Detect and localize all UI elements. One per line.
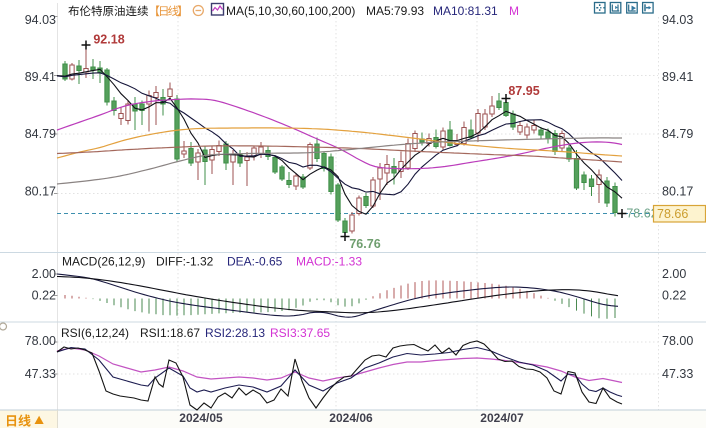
svg-text:78.00: 78.00 <box>25 334 56 348</box>
svg-text:0.22: 0.22 <box>662 289 686 303</box>
svg-text:89.41: 89.41 <box>662 70 693 84</box>
svg-text:2.00: 2.00 <box>662 267 686 281</box>
svg-text:84.79: 84.79 <box>662 127 693 141</box>
svg-text:DIFF:-1.32: DIFF:-1.32 <box>156 255 214 269</box>
svg-text:MA(5,10,30,60,100,200): MA(5,10,30,60,100,200) <box>226 4 355 18</box>
svg-text:84.79: 84.79 <box>25 127 56 141</box>
svg-text:0.22: 0.22 <box>32 289 56 303</box>
svg-text:MA10:81.31: MA10:81.31 <box>433 4 498 18</box>
svg-text:2024/07: 2024/07 <box>480 411 524 425</box>
svg-text:RSI3:37.65: RSI3:37.65 <box>270 326 330 340</box>
svg-text:RSI2:28.13: RSI2:28.13 <box>205 326 265 340</box>
svg-text:92.18: 92.18 <box>93 33 124 47</box>
svg-text:RSI1:18.67: RSI1:18.67 <box>140 326 200 340</box>
svg-text:DEA:-0.65: DEA:-0.65 <box>227 255 283 269</box>
svg-text:M: M <box>509 4 519 18</box>
svg-text:2024/05: 2024/05 <box>179 411 223 425</box>
svg-text:78.62: 78.62 <box>626 207 657 221</box>
svg-text:78.00: 78.00 <box>662 334 693 348</box>
svg-text:89.41: 89.41 <box>25 70 56 84</box>
svg-text:80.17: 80.17 <box>25 185 56 199</box>
svg-text:76.76: 76.76 <box>349 237 380 251</box>
svg-text:87.95: 87.95 <box>508 84 539 98</box>
svg-text:94.03: 94.03 <box>25 13 56 27</box>
svg-text:MACD(26,12,9): MACD(26,12,9) <box>62 255 145 269</box>
svg-text:78.66: 78.66 <box>657 207 688 221</box>
svg-text:47.33: 47.33 <box>25 367 56 381</box>
svg-text:MACD:-1.33: MACD:-1.33 <box>296 255 362 269</box>
svg-text:2024/06: 2024/06 <box>329 411 373 425</box>
svg-text:47.33: 47.33 <box>662 367 693 381</box>
svg-text:80.17: 80.17 <box>662 185 693 199</box>
svg-text:94.03: 94.03 <box>662 13 693 27</box>
svg-text:MA5:79.93: MA5:79.93 <box>366 4 424 18</box>
svg-text:RSI(6,12,24): RSI(6,12,24) <box>61 326 129 340</box>
svg-text:2.00: 2.00 <box>32 267 56 281</box>
